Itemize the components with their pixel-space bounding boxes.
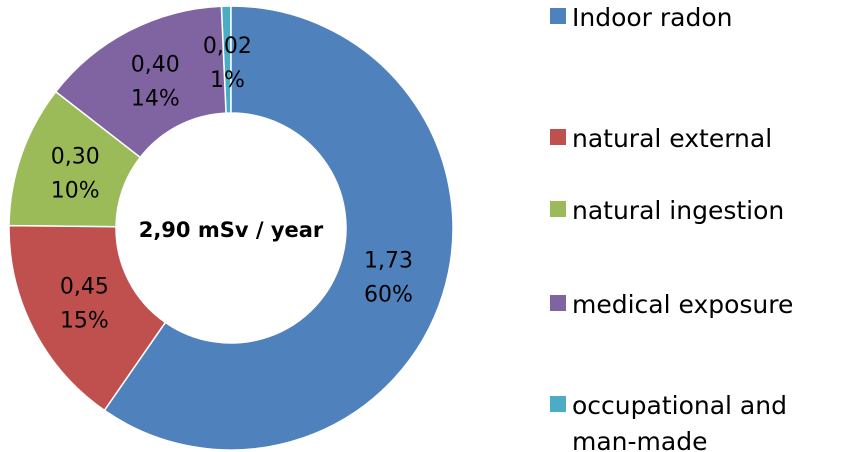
legend-label: natural ingestion (572, 196, 785, 225)
legend-swatch (550, 129, 566, 145)
data-label-percent: 60% (364, 282, 413, 307)
legend-swatch (550, 8, 566, 24)
legend-entry: occupational and man-made (550, 388, 840, 452)
legend-label: natural external (572, 124, 773, 153)
data-label-percent: 10% (51, 179, 100, 204)
legend-swatch (550, 295, 566, 311)
legend-label: Indoor radon (572, 3, 733, 32)
legend-entry: medical exposure (550, 287, 840, 323)
data-label: 0,45 (60, 275, 109, 300)
data-label-percent: 15% (60, 309, 109, 334)
center-label: 2,90 mSv / year (139, 218, 324, 242)
data-label: 1,73 (364, 248, 413, 273)
donut-slice (8, 90, 142, 228)
legend-entry: natural external (550, 121, 840, 157)
legend-label: medical exposure (572, 290, 794, 319)
donut-slice (103, 5, 454, 451)
legend-entry: Indoor radon (550, 0, 840, 36)
legend-label: occupational and man-made (572, 391, 787, 452)
legend-swatch (550, 201, 566, 217)
legend-swatch (550, 396, 566, 412)
data-label: 0,02 (203, 34, 252, 59)
donut-slice (8, 224, 167, 412)
data-label-percent: 14% (131, 86, 180, 111)
data-label: 0,40 (131, 52, 180, 77)
data-label: 0,30 (51, 145, 100, 170)
donut-slice (54, 5, 227, 159)
data-label-percent: 1% (210, 68, 245, 93)
legend-entry: natural ingestion (550, 193, 840, 229)
